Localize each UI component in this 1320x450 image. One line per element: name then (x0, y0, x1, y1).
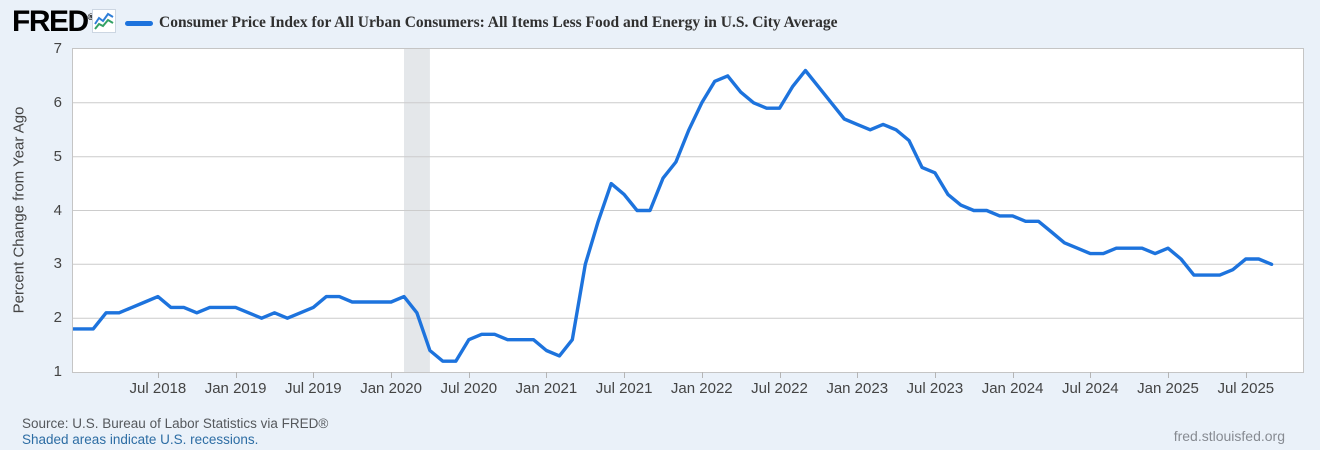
x-tick-mark (313, 372, 315, 378)
x-tick-mark (857, 372, 859, 378)
x-tick-label: Jan 2019 (204, 380, 267, 397)
x-tick-mark (934, 372, 936, 378)
x-tick-label: Jan 2020 (360, 380, 422, 397)
x-tick-label: Jul 2018 (129, 380, 187, 397)
x-tick-label: Jul 2022 (751, 380, 808, 397)
y-tick-label: 4 (53, 201, 62, 219)
fred-logo[interactable]: FRED® (12, 5, 95, 38)
y-tick-label: 2 (53, 309, 62, 327)
y-axis-title: Percent Change from Year Ago (10, 106, 28, 314)
plot-canvas (73, 49, 1303, 372)
x-tick-mark (1168, 372, 1169, 378)
fred-site-url[interactable]: fred.stlouisfed.org (1173, 428, 1285, 444)
chart-plot-area[interactable] (72, 48, 1304, 373)
y-tick-label: 3 (53, 255, 62, 273)
x-tick-mark (391, 372, 393, 378)
y-tick-label: 6 (53, 93, 62, 111)
x-tick-label: Jul 2020 (440, 380, 498, 397)
x-tick-mark (157, 372, 159, 378)
x-tick-label: Jan 2023 (826, 380, 889, 397)
x-tick-label: Jul 2024 (1061, 380, 1119, 397)
x-tick-label: Jul 2023 (906, 380, 964, 397)
x-tick-label: Jan 2021 (515, 380, 578, 397)
x-tick-label: Jan 2024 (981, 380, 1044, 397)
source-text: Source: U.S. Bureau of Labor Statistics … (22, 416, 329, 431)
series-line (73, 68, 1274, 363)
x-tick-mark (546, 372, 548, 378)
y-tick-label: 7 (53, 40, 62, 57)
x-tick-mark (701, 372, 703, 378)
fred-sparkline-icon (92, 9, 116, 33)
x-tick-label: Jul 2021 (595, 380, 653, 397)
x-tick-mark (1090, 372, 1092, 378)
recession-note-link[interactable]: Shaded areas indicate U.S. recessions. (22, 432, 259, 447)
x-tick-mark (624, 372, 626, 378)
x-tick-label: Jan 2022 (670, 380, 733, 397)
series-legend-swatch (125, 21, 153, 26)
y-tick-label: 5 (53, 147, 62, 165)
registered-mark: ® (87, 12, 95, 22)
x-tick-label: Jul 2025 (1217, 380, 1275, 397)
x-tick-label: Jul 2019 (284, 380, 342, 397)
y-tick-label: 1 (53, 363, 62, 380)
x-tick-label: Jan 2025 (1137, 380, 1199, 397)
x-tick-mark (1245, 372, 1247, 378)
x-tick-mark (1012, 372, 1014, 378)
chart-title[interactable]: Consumer Price Index for All Urban Consu… (159, 14, 838, 31)
x-tick-mark (779, 372, 781, 378)
x-tick-mark (468, 372, 470, 378)
x-tick-mark (235, 372, 237, 378)
